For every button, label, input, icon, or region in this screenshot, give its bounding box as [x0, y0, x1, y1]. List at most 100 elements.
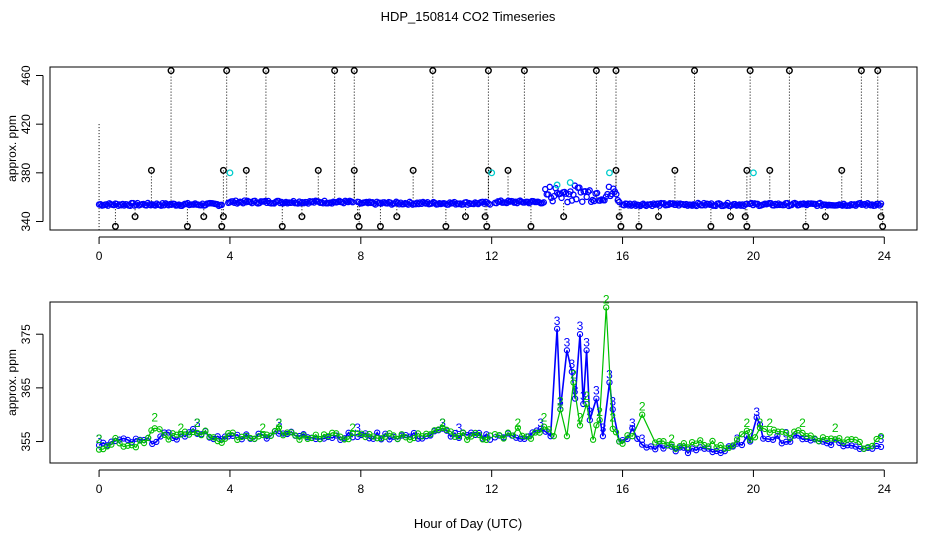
spike-point [857, 67, 865, 75]
outlier-low-point [111, 222, 119, 230]
series-point-3 [693, 447, 700, 454]
series-point-2 [540, 423, 548, 430]
series-label-2: 2 [349, 421, 356, 435]
series-label-2: 2 [439, 416, 446, 430]
series-point-2 [778, 428, 786, 435]
series-point-2 [312, 431, 319, 438]
baseline-point [613, 190, 620, 198]
series-point-2 [189, 428, 197, 436]
spike-point [785, 67, 793, 75]
series-point-2 [705, 443, 712, 450]
series-label-2: 2 [639, 400, 646, 414]
series-point-2 [455, 432, 463, 440]
series-point-2 [468, 433, 475, 440]
series-point-2 [177, 431, 185, 438]
series-label-3: 3 [580, 389, 587, 403]
y-tick-label: 365 [19, 378, 33, 398]
spike-point [331, 67, 339, 75]
baseline-point [479, 198, 486, 206]
x-tick-label: 24 [878, 482, 892, 496]
series-point-3 [840, 443, 847, 450]
baseline-point [303, 199, 311, 206]
series-label-3: 3 [577, 319, 584, 333]
series-label-3: 3 [537, 416, 544, 430]
series-point-2 [463, 436, 471, 443]
series-point-2 [668, 441, 675, 448]
series-point-2 [308, 434, 315, 442]
outlier-low-point [743, 222, 751, 230]
series-point-2 [238, 433, 245, 440]
series-point-2 [807, 432, 814, 439]
outlier-low-point [560, 213, 568, 221]
series-point-2 [459, 429, 467, 436]
series-point-2 [583, 400, 590, 408]
outlier-low-point [635, 222, 643, 230]
x-tick-label: 16 [616, 482, 630, 496]
series-point-2 [165, 436, 172, 443]
series-label-3: 3 [600, 421, 607, 435]
spike-point [746, 67, 754, 75]
series-point-2 [774, 428, 782, 435]
series-point-2 [652, 439, 659, 446]
series-point-2 [324, 433, 332, 440]
baseline-point [625, 202, 632, 209]
outlier-low-point [218, 222, 226, 230]
baseline-point [546, 183, 553, 191]
series-label-3: 3 [354, 421, 361, 435]
series-label-2: 2 [570, 368, 577, 382]
baseline-point [586, 187, 593, 194]
series-point-2 [145, 434, 152, 442]
series-point-2 [206, 433, 213, 441]
series-point-3 [609, 406, 616, 413]
outlier-high-point [504, 166, 512, 174]
series-point-2 [255, 433, 262, 440]
spike-point [350, 67, 358, 75]
outlier-high-point [147, 166, 155, 174]
series-point-2 [263, 431, 270, 438]
series-point-3 [787, 438, 794, 445]
series-point-2 [247, 434, 254, 442]
series-point-2 [664, 442, 671, 449]
series-point-3 [583, 347, 590, 354]
series-point-3 [629, 424, 636, 432]
outlier-low-point [219, 213, 227, 221]
series-point-2 [329, 429, 336, 436]
series-label-3: 3 [439, 416, 446, 430]
x-tick-label: 20 [747, 249, 761, 263]
series-label-3: 3 [96, 432, 103, 446]
outlier-high-point [671, 166, 679, 174]
outlier-low-point [442, 222, 450, 230]
series-point-2 [527, 435, 535, 442]
outlier-low-point [483, 222, 491, 230]
series-point-2 [120, 443, 127, 450]
series-point-2 [680, 440, 688, 447]
outlier-high-point [743, 166, 751, 174]
series-point-2 [108, 441, 115, 448]
series-point-2 [140, 439, 148, 447]
series-point-3 [827, 441, 835, 449]
outlier-high-point [838, 166, 846, 174]
series-point-2 [656, 438, 663, 445]
series-point-3 [709, 448, 716, 456]
baseline-point [570, 191, 577, 198]
series-point-2 [451, 433, 459, 440]
series-point-3 [153, 438, 160, 446]
series-point-2 [500, 435, 507, 442]
baseline-point [470, 200, 477, 208]
series-label-2: 2 [557, 394, 564, 408]
baseline-point [877, 200, 885, 207]
series-point-2 [869, 442, 876, 450]
outlier-low-point [200, 213, 208, 221]
series-label-3: 3 [557, 394, 564, 408]
baseline-point [590, 197, 598, 205]
series-point-2 [593, 422, 600, 429]
series-point-2 [877, 433, 885, 440]
series-point-2 [514, 424, 522, 431]
series-point-3 [580, 400, 587, 408]
series-point-3 [782, 438, 790, 445]
baseline-point [874, 200, 882, 208]
outlier-high-point [766, 166, 774, 174]
series-label-3: 3 [586, 405, 593, 419]
series-point-3 [799, 436, 806, 443]
series-point-2 [697, 437, 704, 444]
